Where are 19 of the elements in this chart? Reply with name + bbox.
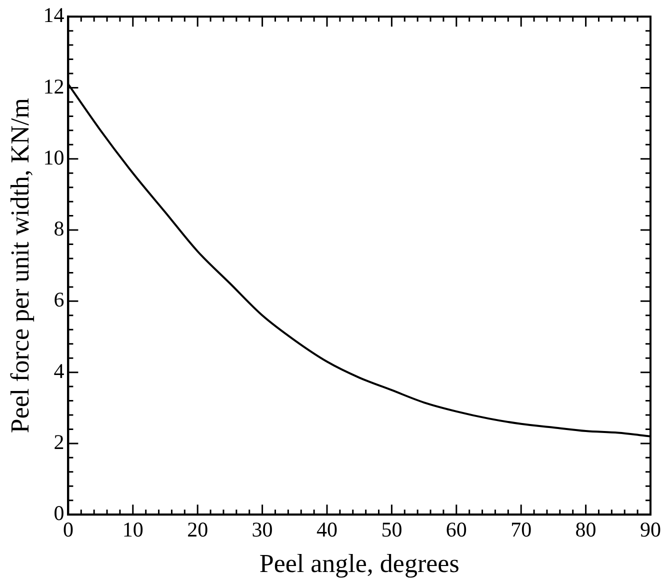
x-tick-label: 10	[122, 518, 144, 542]
x-tick-label: 80	[575, 518, 596, 542]
y-tick-label: 10	[43, 145, 64, 170]
y-tick-label: 0	[54, 501, 64, 526]
x-tick-label: 70	[510, 518, 532, 542]
x-tick-label: 60	[446, 518, 467, 542]
y-tick-label: 14	[43, 3, 65, 28]
x-tick-label: 30	[252, 518, 273, 542]
y-tick-label: 8	[54, 216, 64, 241]
y-tick-label: 12	[43, 74, 64, 98]
x-tick-label: 20	[187, 518, 208, 542]
x-tick-label: 90	[640, 518, 661, 542]
y-tick-label: 2	[54, 430, 64, 454]
x-tick-label: 50	[381, 518, 402, 542]
y-tick-label: 6	[54, 288, 64, 312]
y-tick-label: 4	[54, 358, 65, 383]
x-tick-label: 40	[316, 518, 338, 542]
x-axis-title: Peel angle, degrees	[259, 549, 460, 578]
y-axis-title: Peel force per unit width, KN/m	[5, 98, 34, 434]
